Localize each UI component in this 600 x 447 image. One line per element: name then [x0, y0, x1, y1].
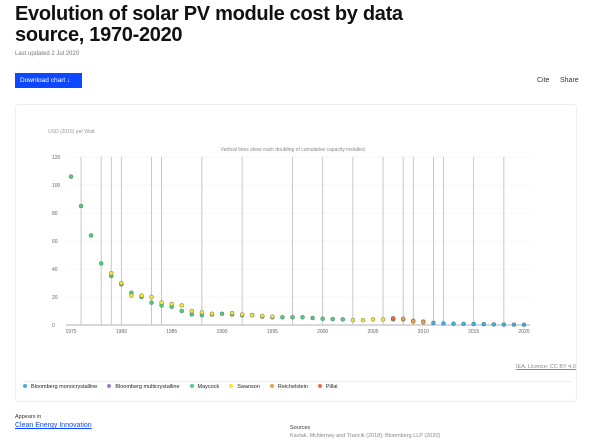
data-point — [98, 261, 104, 266]
legend-label: Maycock — [197, 384, 220, 390]
data-point — [300, 315, 305, 320]
data-point — [511, 322, 517, 327]
download-chart-button[interactable]: Download chart ↓ — [15, 73, 82, 88]
data-point — [330, 316, 335, 322]
share-button[interactable]: Share — [560, 77, 579, 84]
legend-label: Swanson — [237, 384, 260, 390]
data-point — [229, 310, 235, 316]
data-point — [109, 271, 114, 276]
legend-swatch — [107, 384, 112, 388]
data-point — [149, 300, 154, 305]
x-tick-label: 1980 — [116, 329, 127, 335]
legend: Bloomberg monocrystalline Bloomberg multi… — [23, 384, 337, 390]
legend-swatch — [229, 384, 234, 388]
data-point — [239, 312, 245, 317]
cite-button[interactable]: Cite — [537, 77, 550, 84]
data-point — [390, 316, 396, 321]
data-point — [451, 321, 456, 326]
legend-label: Pillai — [325, 384, 338, 390]
legend-item[interactable]: Bloomberg monocrystalline — [23, 384, 97, 390]
data-point — [209, 311, 215, 316]
data-point — [350, 317, 356, 323]
appears-in-link[interactable]: Clean Energy Innovation — [15, 422, 92, 429]
data-point — [310, 315, 315, 321]
data-point — [491, 322, 496, 327]
legend-swatch — [23, 384, 27, 388]
data-point — [249, 313, 255, 318]
data-point — [119, 280, 124, 286]
data-point — [370, 317, 376, 322]
legend-label: Bloomberg multicrystalline — [115, 384, 180, 390]
data-point — [149, 294, 154, 300]
legend-label: Reichelstein — [277, 384, 308, 390]
y-tick-label: 40 — [52, 267, 58, 273]
legend-swatch — [317, 384, 322, 388]
data-point — [521, 322, 527, 327]
data-point — [189, 308, 195, 314]
legend-item[interactable]: Pillai — [317, 384, 338, 390]
data-point — [481, 321, 486, 327]
y-tick-label: 20 — [52, 295, 58, 301]
legend-swatch — [269, 384, 274, 388]
sources-label: Sources — [290, 425, 311, 431]
data-point — [290, 315, 295, 320]
data-point — [88, 233, 94, 238]
divider — [23, 381, 571, 382]
data-point — [360, 317, 366, 323]
sources-text: Kavlak, McNerney and Trancik (2018); Blo… — [290, 433, 441, 439]
x-tick-label: 2015 — [468, 329, 479, 335]
data-point — [159, 300, 164, 305]
data-point — [78, 203, 84, 209]
data-point — [219, 311, 225, 316]
y-tick-label: 60 — [52, 239, 58, 245]
y-tick-label: 80 — [52, 211, 58, 217]
data-point — [199, 310, 205, 315]
last-updated: Last updated 2 Jul 2020 — [15, 51, 80, 57]
chart-annotation: Vertical lines show each doubling of cum… — [221, 147, 366, 153]
x-tick-label: 2005 — [367, 329, 378, 335]
data-point — [179, 303, 184, 308]
data-point — [441, 321, 446, 326]
data-point — [68, 174, 74, 179]
x-tick-label: 1975 — [65, 329, 76, 335]
data-point — [280, 315, 285, 320]
data-point — [260, 313, 265, 319]
appears-in-label: Appears in — [15, 414, 42, 420]
data-point — [380, 317, 386, 322]
data-point — [270, 314, 275, 319]
data-point — [421, 320, 426, 325]
legend-item[interactable]: Reichelstein — [269, 384, 308, 390]
x-tick-label: 1990 — [216, 329, 227, 335]
y-tick-label: 120 — [52, 155, 61, 161]
y-axis-label: USD (2015) per Watt — [48, 129, 95, 135]
x-tick-label: 2000 — [317, 329, 328, 335]
page-title: Evolution of solar PV module cost by dat… — [15, 3, 403, 46]
x-tick-label: 2020 — [518, 329, 529, 335]
y-tick-label: 100 — [52, 183, 61, 189]
legend-item[interactable]: Swanson — [229, 384, 260, 390]
data-point — [401, 316, 406, 321]
data-point — [431, 320, 436, 326]
licence-link[interactable]: IEA. Licence: CC BY 4.0 — [516, 364, 576, 370]
x-tick-label: 2010 — [418, 329, 429, 335]
legend-label: Bloomberg monocrystalline — [31, 384, 98, 390]
x-tick-label: 1985 — [166, 329, 177, 335]
data-point — [179, 308, 184, 314]
data-point — [139, 293, 144, 298]
data-point — [169, 301, 174, 307]
data-point — [320, 316, 325, 321]
legend-item[interactable]: Maycock — [189, 384, 220, 390]
data-point — [340, 317, 345, 322]
legend-item[interactable]: Bloomberg multicrystalline — [107, 384, 180, 390]
chart-card — [15, 104, 577, 402]
data-point — [461, 321, 466, 327]
x-tick-label: 1995 — [267, 329, 278, 335]
data-point — [411, 319, 416, 324]
legend-swatch — [189, 384, 194, 388]
data-point — [129, 293, 134, 298]
y-tick-label: 0 — [52, 323, 55, 329]
data-point — [501, 322, 507, 327]
data-point — [471, 321, 476, 327]
